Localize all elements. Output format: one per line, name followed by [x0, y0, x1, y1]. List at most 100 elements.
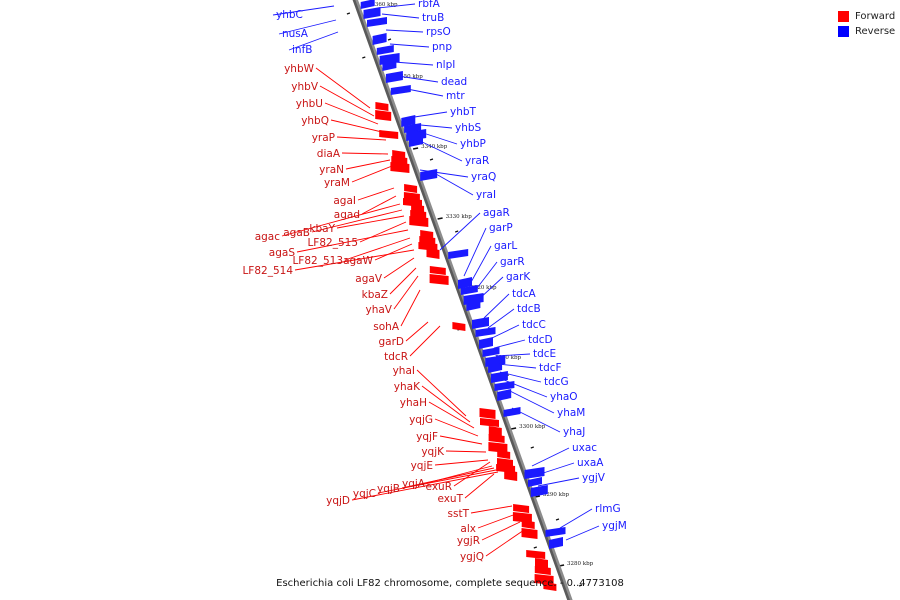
forward-gene-label: yqjE [411, 460, 433, 472]
reverse-gene-arrow [363, 7, 381, 19]
reverse-gene-label: uxac [572, 442, 597, 454]
forward-gene-label: alx [460, 523, 476, 535]
reverse-leader-line [493, 339, 526, 349]
forward-gene-arrow [390, 162, 410, 173]
forward-gene-arrow [429, 274, 449, 285]
forward-leader-line [485, 529, 525, 557]
forward-gene-label: yraN [319, 164, 344, 176]
forward-gene-label: LF82_514 [242, 265, 293, 277]
forward-gene-label: sohA [373, 321, 400, 333]
scale-dash [346, 12, 351, 15]
reverse-gene-label: dead [441, 76, 467, 88]
scale-dash [555, 518, 560, 521]
kbp-tick-label: 3280 kbp [567, 561, 594, 567]
forward-leader-line [434, 459, 489, 466]
forward-leader-line [336, 136, 387, 141]
reverse-gene-label: ygjM [602, 520, 627, 532]
reverse-gene-label: agaR [483, 207, 510, 219]
scale-dash [578, 584, 583, 587]
forward-gene-label: yhbW [284, 63, 315, 75]
forward-gene-label: LF82_513 [292, 255, 343, 267]
reverse-leader-line [377, 3, 416, 9]
reverse-gene-arrow [466, 301, 481, 311]
reverse-leader-line [497, 363, 537, 369]
forward-gene-label: yqjC [353, 488, 376, 500]
forward-color-swatch [838, 11, 849, 22]
reverse-leader-line [463, 227, 487, 277]
forward-leader-line [341, 152, 389, 155]
forward-gene-arrow [379, 130, 399, 139]
forward-gene-label: LF82_515 [307, 237, 358, 249]
forward-gene-label: agaW [343, 255, 374, 267]
forward-leader-line [357, 187, 395, 201]
reverse-leader-line [401, 87, 444, 97]
forward-leader-line [445, 450, 487, 453]
label-leader-lines [272, 3, 600, 557]
forward-gene-label: yhaH [400, 397, 427, 409]
sequence-caption: Escherichia coli LF82 chromosome, comple… [276, 578, 624, 589]
kbp-tick-label: 3360 kbp [371, 2, 398, 8]
reverse-gene-label: tdcG [544, 376, 569, 388]
reverse-gene-label: tdcE [533, 348, 556, 360]
kbp-tick-label: 3340 kbp [421, 144, 448, 150]
reverse-gene-arrow [530, 485, 548, 497]
forward-gene-arrow [488, 442, 508, 453]
reverse-gene-label: yhbP [460, 138, 486, 150]
reverse-leader-line [499, 371, 542, 383]
forward-gene-arrow [526, 550, 546, 559]
forward-gene-label: yhaI [393, 365, 415, 377]
forward-leader-line [345, 159, 391, 170]
scale-dash [429, 158, 434, 161]
kbp-tick-label: 3320 kbp [470, 285, 497, 291]
reverse-gene-label: rpsO [426, 26, 451, 38]
reverse-leader-line [278, 19, 337, 35]
forward-leader-line [481, 521, 521, 541]
reverse-gene-arrow [376, 45, 394, 55]
reverse-gene-arrow [472, 317, 489, 329]
reverse-leader-line [385, 29, 424, 33]
forward-gene-label: diaA [317, 148, 341, 160]
reverse-gene-arrow [360, 0, 375, 9]
forward-leader-line [428, 401, 475, 429]
forward-leader-line [439, 435, 483, 445]
reverse-color-swatch [838, 26, 849, 37]
forward-gene-label: yqjG [409, 414, 433, 426]
forward-leader-line [400, 289, 421, 327]
forward-gene-label: ygjQ [460, 551, 484, 563]
forward-gene-label: garD [378, 336, 404, 348]
forward-gene-label: yhbU [296, 98, 323, 110]
gene-labels: yhbC nusA infB rbfA truB rpsO pnp nlpI dead mtr yh… [242, 0, 626, 563]
kbp-tick [534, 495, 541, 498]
reverse-gene-arrow [494, 381, 515, 391]
reverse-gene-label: yhaM [557, 407, 585, 419]
forward-gene-arrow [409, 216, 429, 227]
legend-label-reverse: Reverse [855, 26, 896, 37]
gene-arrows [360, 0, 566, 591]
forward-leader-line [361, 195, 397, 215]
forward-leader-line [330, 119, 383, 133]
forward-gene-arrow [418, 242, 438, 251]
forward-leader-line [409, 325, 441, 357]
kbp-tick [412, 147, 419, 150]
forward-gene-arrow [403, 198, 422, 207]
reverse-gene-label: garP [489, 222, 513, 234]
forward-leader-line [315, 67, 371, 109]
reverse-leader-line [507, 389, 555, 414]
reverse-leader-line [511, 407, 561, 433]
reverse-leader-line [419, 169, 469, 178]
forward-gene-label: ygjR [457, 535, 480, 547]
forward-leader-line [311, 209, 403, 233]
reverse-gene-label: nlpI [436, 59, 455, 71]
forward-gene-label: yhbQ [301, 115, 329, 127]
reverse-gene-label: tdcC [522, 319, 546, 331]
forward-gene-label: yraM [324, 177, 350, 189]
forward-gene-arrow [426, 248, 440, 259]
reverse-gene-arrow [448, 249, 469, 259]
reverse-gene-label: tdcD [528, 334, 553, 346]
reverse-gene-label: yraQ [471, 171, 496, 183]
reverse-leader-line [495, 353, 531, 357]
reverse-gene-label: rlmG [595, 503, 621, 515]
reverse-gene-arrow [482, 347, 500, 357]
forward-gene-label: agaB [283, 227, 310, 239]
